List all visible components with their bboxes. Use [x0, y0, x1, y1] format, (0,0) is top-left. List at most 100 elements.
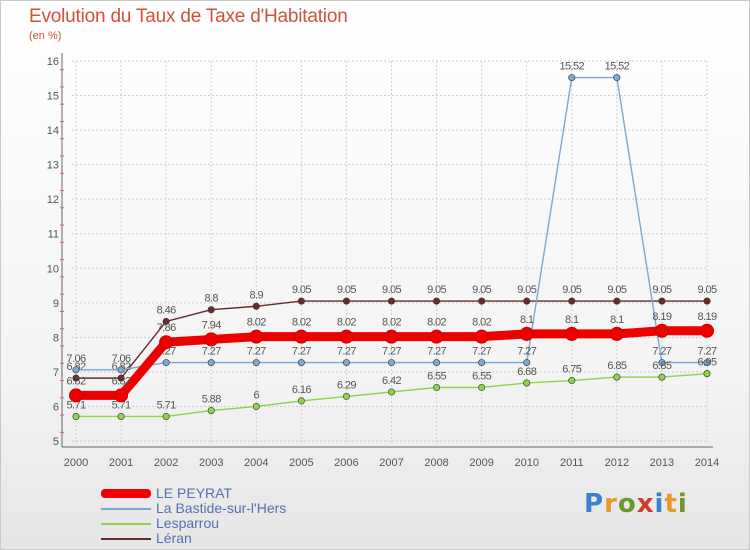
x-tick-label: 2007	[379, 457, 403, 469]
data-point	[523, 297, 531, 305]
data-point	[568, 377, 576, 385]
data-point	[568, 74, 576, 82]
data-point	[658, 373, 666, 381]
x-tick-label: 2010	[514, 457, 538, 469]
data-label: 6.68	[517, 366, 536, 378]
legend-label: La Bastide-sur-l'Hers	[156, 500, 287, 516]
data-point	[159, 335, 174, 350]
data-point	[114, 388, 129, 403]
legend-swatch	[101, 538, 151, 540]
data-point	[519, 326, 534, 341]
data-label: 9.05	[517, 284, 536, 296]
data-label: 8.1	[565, 314, 579, 326]
data-point	[72, 412, 80, 420]
data-label: 7.06	[112, 353, 131, 365]
data-point	[429, 329, 444, 344]
data-point	[297, 397, 305, 405]
data-point	[474, 329, 489, 344]
series-la-bastide-sur-l-hers: 7.06 7.06 7.27 7.27 7.27 7.27 7.27 7.27 7.27 7.27…	[66, 61, 718, 374]
y-tick-label: 5	[53, 436, 59, 448]
legend-label: Lesparrou	[156, 515, 220, 531]
data-point	[342, 297, 350, 305]
x-tick-label: 2001	[109, 457, 133, 469]
data-point	[523, 359, 531, 367]
data-point	[252, 359, 260, 367]
data-label: 9.05	[382, 284, 401, 296]
y-tick-label: 14	[47, 125, 59, 137]
data-point	[162, 412, 170, 420]
data-label: 6.42	[382, 375, 401, 387]
logo-letter: P	[584, 489, 605, 519]
legend-label: LE PEYRAT	[156, 485, 232, 501]
data-label: 8.02	[427, 317, 446, 329]
x-tick-label: 2002	[154, 457, 178, 469]
series-l-ran: 6.826.828.468.88.99.059.059.059.059.059.…	[66, 284, 718, 382]
data-label: 8.02	[292, 317, 311, 329]
data-point	[613, 74, 621, 82]
data-point	[613, 373, 621, 381]
proxiti-logo: Proxiti	[584, 489, 688, 519]
data-point	[700, 323, 714, 338]
y-tick-label: 7	[53, 367, 59, 379]
data-point	[387, 297, 395, 305]
data-point	[294, 329, 309, 344]
data-point	[204, 332, 219, 347]
logo-letter: i	[677, 489, 688, 519]
data-label: 6.95	[697, 357, 716, 369]
data-label: 6.29	[337, 379, 356, 391]
data-label: 5.71	[112, 399, 131, 411]
data-label: 9.05	[607, 284, 626, 296]
data-label: 8.02	[472, 317, 491, 329]
data-label: 7.27	[382, 346, 401, 358]
data-point	[478, 297, 486, 305]
y-tick-label: 11	[48, 229, 59, 241]
data-label: 8.1	[610, 314, 624, 326]
data-point	[207, 306, 215, 314]
y-tick-label: 12	[47, 194, 59, 206]
data-label: 6.32	[112, 375, 131, 387]
data-point	[384, 329, 399, 344]
data-point	[387, 388, 395, 396]
logo-letter: o	[617, 489, 637, 519]
chart-subtitle: (en %)	[29, 30, 62, 42]
data-label: 15.52	[560, 61, 585, 73]
legend-label: Léran	[156, 530, 192, 546]
data-label: 15.52	[605, 61, 630, 73]
data-point	[433, 359, 441, 367]
data-point	[433, 383, 441, 391]
data-label: 8.19	[697, 311, 716, 323]
data-label: 8.9	[250, 289, 264, 301]
logo-letter: r	[604, 489, 618, 519]
data-label: 7.06	[66, 353, 85, 365]
data-label: 9.05	[562, 284, 581, 296]
data-point	[658, 359, 666, 367]
data-point	[387, 359, 395, 367]
data-point	[117, 366, 125, 374]
data-label: 7.86	[157, 322, 176, 334]
data-label: 7.27	[652, 346, 671, 358]
data-label: 9.05	[337, 284, 356, 296]
data-point	[568, 297, 576, 305]
data-label: 8.1	[520, 314, 534, 326]
data-label: 7.27	[517, 346, 536, 358]
data-label: 7.27	[697, 346, 716, 358]
logo-letter: t	[664, 489, 678, 519]
data-label: 6	[254, 389, 260, 401]
data-label: 7.27	[472, 346, 491, 358]
data-label: 7.27	[427, 346, 446, 358]
data-label: 6.16	[292, 384, 311, 396]
data-point	[297, 297, 305, 305]
x-tick-label: 2012	[605, 457, 629, 469]
data-label: 7.94	[202, 319, 221, 331]
data-point	[613, 297, 621, 305]
legend-swatch	[101, 523, 151, 525]
y-tick-label: 13	[47, 160, 59, 172]
data-point	[342, 392, 350, 400]
x-tick-label: 2004	[244, 457, 268, 469]
data-label: 8.8	[204, 293, 218, 305]
data-point	[654, 323, 669, 338]
data-point	[252, 302, 260, 310]
logo-letter: x	[636, 489, 655, 519]
